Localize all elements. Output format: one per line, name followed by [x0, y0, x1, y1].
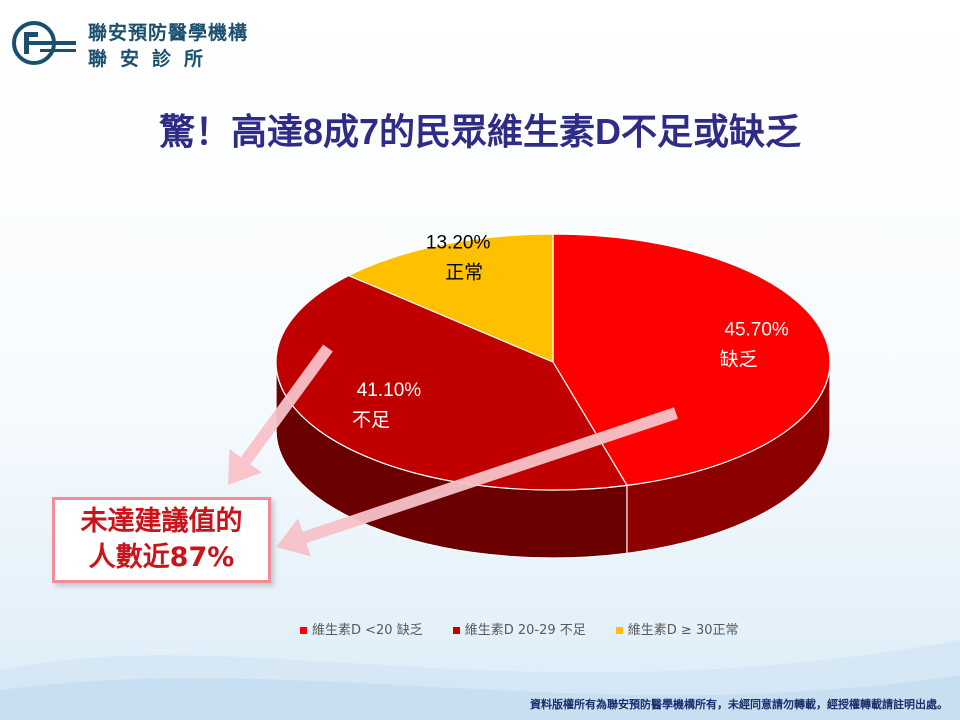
legend-swatch-1 — [452, 627, 460, 634]
page-title: 驚！高達8成7的民眾維生素D不足或缺乏 — [158, 111, 802, 152]
callout-line1: 未達建議值的 — [80, 506, 243, 537]
org-logo: 聯安預防醫學機構 聯安診所 — [10, 14, 260, 70]
legend-item-0: 維生素D <20 缺乏 — [300, 619, 423, 638]
legend-swatch-0 — [300, 627, 307, 634]
arrow-left — [228, 344, 333, 485]
copyright-footer: 資料版權所有為聯安預防醫學機構所有，未經同意請勿轉載，經授權轉載請註明出處。 — [530, 698, 948, 711]
logo-mark-icon — [12, 21, 76, 65]
value-label-0: 45.70% — [724, 320, 789, 341]
callout-box: 未達建議值的 人數近87% — [52, 497, 271, 583]
clinic-name: 聯安診所 — [88, 48, 217, 70]
org-name: 聯安預防醫學機構 — [88, 22, 249, 44]
value-label-1: 41.10% — [357, 380, 422, 401]
legend-item-1: 維生素D 20-29 不足 — [452, 619, 586, 638]
legend-label-1: 維生素D 20-29 不足 — [464, 623, 586, 638]
pie-slice-1 — [275, 274, 628, 491]
legend-swatch-2 — [615, 627, 623, 634]
category-label-1: 不足 — [352, 409, 390, 431]
value-label-2: 13.20% — [426, 232, 491, 253]
legend-item-2: 維生素D ≥ 30正常 — [615, 619, 739, 638]
category-label-2: 正常 — [445, 261, 483, 283]
legend-label-0: 維生素D <20 缺乏 — [312, 623, 423, 638]
pie-slice-0 — [552, 233, 831, 487]
category-label-0: 缺乏 — [720, 349, 758, 371]
arrow-right — [276, 407, 678, 557]
legend-label-2: 維生素D ≥ 30正常 — [627, 623, 739, 638]
chart-legend: 維生素D <20 缺乏 維生素D 20-29 不足 維生素D ≥ 30正常 — [300, 619, 860, 639]
callout-line2: 人數近87% — [88, 542, 235, 573]
pie-slice-2 — [347, 233, 554, 363]
